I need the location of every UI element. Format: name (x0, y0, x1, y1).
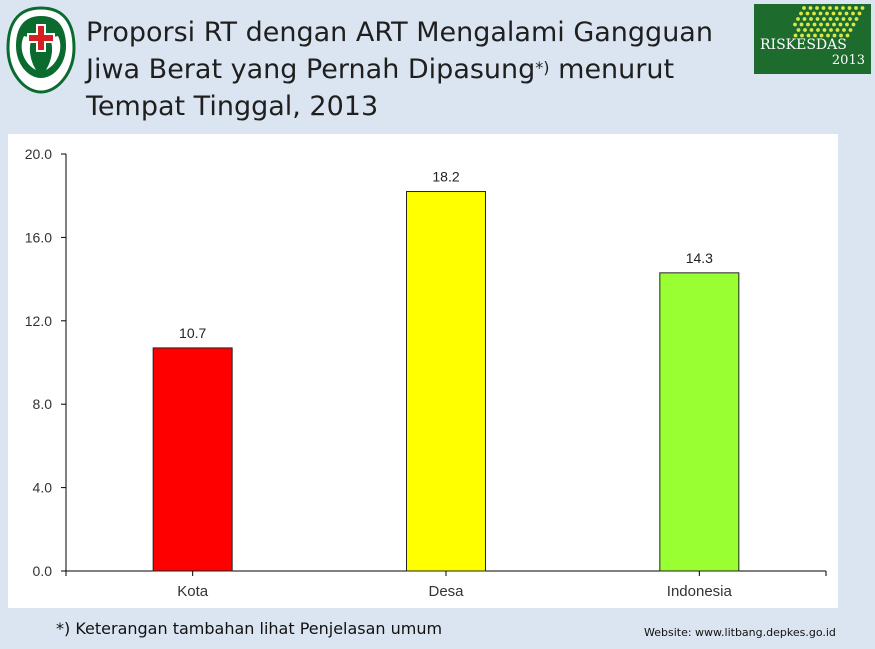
bar-value-label: 10.7 (179, 325, 206, 341)
chart-panel: 0.0 4.0 8.0 12.0 16.0 20.0 10.7 Kota 18.2 Desa 14.… (8, 134, 838, 608)
bar-indonesia (659, 272, 740, 572)
title-superscript: *) (535, 58, 550, 77)
y-tick-label: 20.0 (25, 146, 52, 162)
website-credit: Website: www.litbang.depkes.go.id (644, 626, 836, 639)
footnote: *) Keterangan tambahan lihat Penjelasan … (56, 619, 443, 638)
y-tick-label: 12.0 (25, 313, 52, 329)
bar-desa (406, 191, 486, 572)
x-tick-label: Kota (177, 583, 209, 600)
chart-title: Proporsi RT dengan ART Mengalami Ganggua… (86, 14, 746, 125)
riskesdas-logo: RISKESDAS 2013 (754, 4, 871, 74)
bar-value-label: 14.3 (686, 250, 713, 266)
bar-value-label: 18.2 (432, 169, 459, 185)
bar-kota (152, 347, 233, 572)
bar-chart: 0.0 4.0 8.0 12.0 16.0 20.0 10.7 Kota 18.2 Desa 14.… (25, 146, 827, 600)
y-tick-label: 4.0 (33, 480, 53, 496)
x-tick-label: Desa (428, 583, 464, 600)
title-text-2: menurut Tempat Tinggal, 2013 (86, 54, 675, 122)
y-tick-label: 8.0 (33, 396, 53, 412)
x-tick-label: Indonesia (667, 583, 733, 600)
title-text: Proporsi RT dengan ART Mengalami Ganggua… (86, 17, 713, 85)
riskesdas-logo-text: RISKESDAS (760, 37, 847, 53)
y-tick-label: 0.0 (33, 563, 53, 579)
riskesdas-logo-year: 2013 (831, 53, 865, 68)
y-tick-label: 16.0 (25, 229, 52, 245)
bakti-husada-logo (4, 4, 78, 96)
